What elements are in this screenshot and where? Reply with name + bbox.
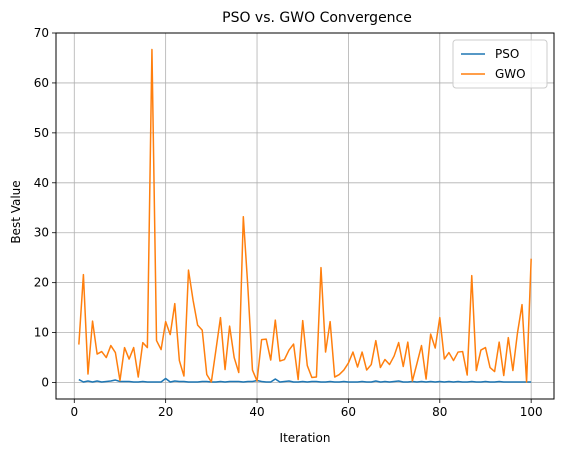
y-tick-label: 40: [34, 176, 49, 190]
y-tick-label: 50: [34, 126, 49, 140]
y-tick-label: 10: [34, 326, 49, 340]
series-line-gwo: [78, 48, 532, 383]
y-axis-label: Best Value: [9, 180, 23, 243]
x-tick-label: 60: [341, 405, 356, 419]
x-axis-label: Iteration: [280, 431, 331, 445]
legend-box: [452, 39, 548, 89]
series-line-pso: [78, 377, 532, 383]
series-layer: [78, 48, 532, 383]
x-tick-label: 100: [520, 405, 543, 419]
x-axis-ticks: 0 20 40 60 80 100: [70, 399, 543, 419]
legend: PSO GWO: [452, 39, 548, 89]
y-tick-label: 30: [34, 226, 49, 240]
y-tick-label: 60: [34, 76, 49, 90]
legend-label-pso: PSO: [495, 47, 519, 61]
y-tick-label: 0: [41, 376, 49, 390]
chart-title: PSO vs. GWO Convergence: [222, 10, 412, 26]
y-tick-label: 70: [34, 26, 49, 40]
x-tick-label: 0: [70, 405, 78, 419]
plot-frame: [55, 32, 555, 400]
legend-label-gwo: GWO: [495, 67, 526, 81]
x-tick-label: 80: [432, 405, 447, 419]
x-tick-label: 20: [158, 405, 173, 419]
y-tick-label: 20: [34, 276, 49, 290]
x-tick-label: 40: [249, 405, 264, 419]
y-axis-ticks: 0 10 20 30 40 50 60 70: [34, 26, 56, 390]
